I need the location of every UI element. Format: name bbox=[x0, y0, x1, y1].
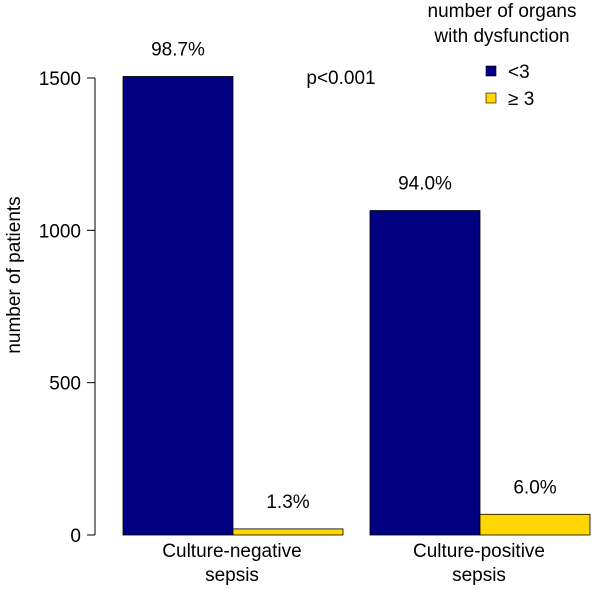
bar-value-label-lt3-0: 98.7% bbox=[151, 39, 205, 60]
legend-title-line-1: number of organs bbox=[428, 1, 577, 22]
y-tick-label-1500: 1500 bbox=[39, 69, 81, 90]
y-axis-label: number of patients bbox=[4, 196, 25, 353]
legend-swatch-ge3 bbox=[485, 92, 497, 104]
y-tick-label-1000: 1000 bbox=[39, 221, 81, 242]
legend-label-ge3: ≥ 3 bbox=[508, 89, 534, 110]
legend-swatch-lt3 bbox=[485, 65, 497, 77]
category-label-1-line-2: sepsis bbox=[452, 565, 506, 586]
category-label-0-line-1: Culture-negative bbox=[162, 541, 301, 562]
category-label-0-line-2: sepsis bbox=[205, 565, 259, 586]
legend: number of organs with dysfunction <3 ≥ 3 bbox=[428, 1, 577, 110]
bar-ge3-1 bbox=[479, 513, 591, 536]
bar-value-label-lt3-1: 94.0% bbox=[398, 174, 452, 195]
bar-value-label-ge3-1: 6.0% bbox=[513, 477, 556, 498]
bar-lt3-0 bbox=[122, 76, 234, 536]
bar-lt3-1 bbox=[369, 210, 481, 536]
category-label-1-line-1: Culture-positive bbox=[413, 541, 545, 562]
p-value-annotation: p<0.001 bbox=[306, 68, 375, 89]
legend-label-lt3: <3 bbox=[508, 62, 530, 83]
bar-ge3-0 bbox=[232, 528, 344, 536]
y-tick-label-0: 0 bbox=[70, 526, 81, 547]
bar-value-label-ge3-0: 1.3% bbox=[266, 492, 309, 513]
y-axis: 0 500 1000 1500 bbox=[39, 69, 96, 547]
plot-area: 98.7% 1.3% 94.0% 6.0% bbox=[122, 39, 591, 536]
y-tick-label-500: 500 bbox=[49, 374, 81, 395]
legend-title-line-2: with dysfunction bbox=[433, 26, 569, 47]
